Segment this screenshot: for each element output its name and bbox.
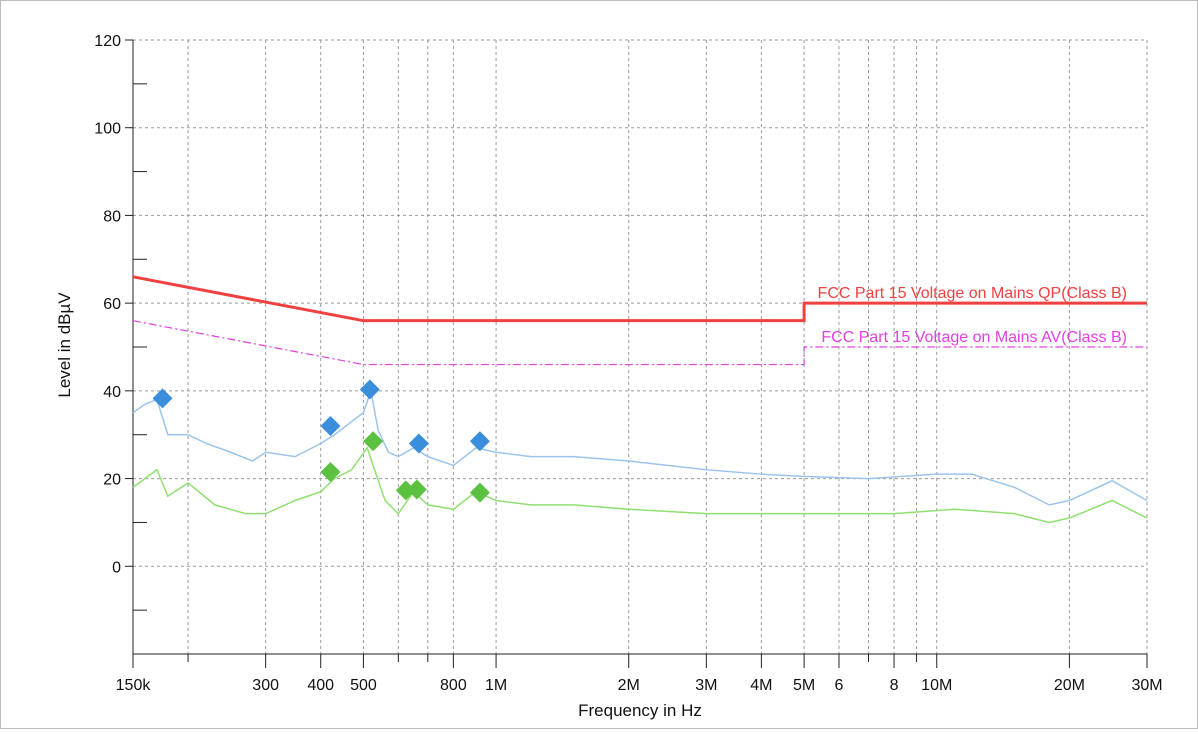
marker: [469, 482, 490, 503]
limit-label: FCC Part 15 Voltage on Mains QP(Class B): [818, 285, 1127, 302]
y-axis-title: Level in dBµV: [55, 292, 74, 398]
x-tick-label: 10M: [921, 677, 952, 694]
x-tick-label: 20M: [1054, 677, 1085, 694]
x-tick-label: 6: [835, 677, 844, 694]
marker: [408, 433, 429, 454]
marker: [469, 431, 490, 452]
marker: [395, 480, 416, 501]
data-line: [132, 320, 1147, 366]
marker: [320, 461, 341, 482]
limit-label: FCC Part 15 Voltage on Mains AV(Class B): [821, 329, 1127, 346]
x-tick-label: 300: [252, 677, 279, 694]
x-tick-label: 5M: [793, 677, 815, 694]
y-tick-label: 40: [103, 384, 121, 401]
y-tick-label: 20: [103, 472, 121, 489]
x-tick-label: 8: [890, 677, 899, 694]
x-tick-label: 3M: [695, 677, 717, 694]
x-tick-label: 500: [350, 677, 377, 694]
y-tick-label: 0: [112, 559, 121, 576]
x-tick-label: 1M: [485, 677, 507, 694]
marker: [152, 388, 173, 409]
x-tick-label: 30M: [1131, 677, 1162, 694]
x-tick-label: 400: [307, 677, 334, 694]
x-tick-label: 800: [440, 677, 467, 694]
x-tick-label: 2M: [618, 677, 640, 694]
data-line: [132, 275, 1147, 323]
y-tick-label: 80: [103, 208, 121, 225]
data-line: [132, 446, 1148, 524]
marker: [406, 479, 427, 500]
marker: [363, 431, 384, 452]
x-axis-title: Frequency in Hz: [578, 701, 702, 720]
x-tick-label: 4M: [750, 677, 772, 694]
marker: [359, 379, 380, 400]
y-tick-label: 60: [103, 296, 121, 313]
x-tick-label: 150k: [116, 677, 152, 694]
y-tick-label: 120: [94, 33, 121, 50]
marker: [320, 415, 341, 436]
y-tick-label: 100: [94, 121, 121, 138]
